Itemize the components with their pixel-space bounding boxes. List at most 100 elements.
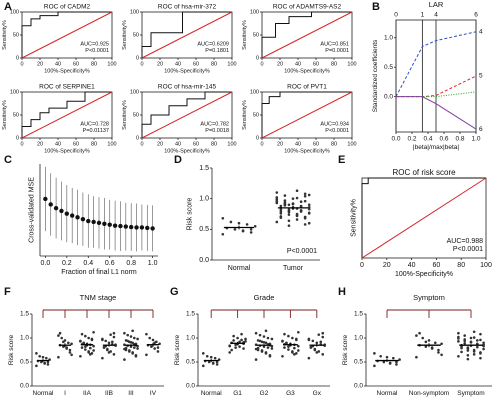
- point: [48, 202, 53, 207]
- point: [128, 224, 134, 230]
- x-axis-label: 100%-Specificity%: [164, 69, 210, 75]
- point: [38, 354, 41, 358]
- point: [118, 223, 123, 229]
- chart-title: ROC of PVT1: [287, 84, 327, 91]
- x-tick-label: 0: [360, 262, 364, 269]
- point: [90, 337, 94, 341]
- point: [215, 363, 219, 366]
- point: [392, 356, 395, 360]
- x-tick-label: 40: [295, 141, 301, 147]
- point: [460, 346, 463, 350]
- x-tick-label: 60: [313, 61, 319, 67]
- y-tick-label: 1.5: [199, 165, 209, 172]
- x-tick-label: 0.6: [439, 136, 448, 143]
- point: [129, 345, 133, 348]
- x-tick-label: 0.8: [126, 260, 136, 267]
- point: [311, 339, 315, 343]
- point: [287, 345, 290, 348]
- y-tick-label: 0.0: [384, 93, 393, 100]
- x-tick-label: 0: [20, 141, 23, 147]
- x-tick-label: 20: [157, 61, 163, 67]
- x-tick-label: Normal: [228, 265, 251, 272]
- point: [134, 225, 139, 230]
- point: [297, 344, 300, 348]
- point: [279, 210, 283, 213]
- point: [145, 332, 148, 336]
- point: [89, 353, 92, 356]
- point: [201, 352, 205, 355]
- y-tick-label: 0.0: [186, 383, 195, 390]
- y-tick-label: 1.5: [186, 311, 195, 318]
- point: [64, 211, 70, 216]
- point: [229, 220, 233, 224]
- point: [293, 346, 296, 350]
- point: [283, 202, 287, 205]
- point: [315, 351, 319, 354]
- y-tick-label: 100: [130, 89, 139, 95]
- x-axis-label: 100%-Specificity%: [44, 149, 90, 155]
- point: [92, 330, 95, 334]
- point: [67, 341, 70, 345]
- series-label: 4: [479, 29, 483, 36]
- series-line: [141, 91, 233, 139]
- point: [283, 346, 286, 349]
- point: [133, 346, 136, 349]
- point: [287, 213, 291, 216]
- point: [91, 219, 96, 225]
- x-tick-label: IIA: [83, 390, 92, 397]
- x-tick-label: 20: [157, 141, 163, 147]
- point: [45, 356, 48, 360]
- point: [254, 358, 258, 361]
- point: [373, 352, 376, 355]
- chart-title: ROC of hsa-mir-145: [158, 84, 217, 91]
- point: [321, 353, 325, 356]
- y-axis-label: Risk score: [186, 198, 193, 231]
- y-tick-label: 1.0: [199, 196, 209, 203]
- point: [101, 338, 104, 342]
- point: [479, 356, 482, 360]
- x-tick-label: 80: [331, 61, 337, 67]
- point: [262, 345, 266, 348]
- point: [253, 224, 257, 228]
- point: [84, 334, 87, 338]
- series-line: [396, 75, 477, 98]
- point: [254, 331, 258, 335]
- point: [463, 339, 467, 343]
- point: [463, 334, 467, 337]
- x-tick-label: 0.8: [455, 136, 464, 143]
- point: [283, 199, 287, 202]
- panel-label: A: [4, 1, 12, 13]
- point: [266, 346, 270, 349]
- y-tick-label: 50: [133, 32, 139, 38]
- x-tick-label: 80: [211, 141, 217, 147]
- point: [268, 353, 272, 357]
- point: [244, 340, 247, 343]
- point: [238, 340, 241, 344]
- x-tick-label: 40: [55, 61, 61, 67]
- point: [211, 362, 215, 365]
- y-axis-label: Cross-validated MSE: [28, 177, 35, 243]
- point: [303, 194, 307, 198]
- point: [457, 331, 460, 335]
- point: [62, 340, 65, 344]
- point: [299, 200, 303, 204]
- point: [476, 339, 479, 342]
- x-tick-label: 0: [140, 61, 143, 67]
- point: [80, 332, 84, 336]
- point: [482, 347, 485, 351]
- series-line: [261, 11, 353, 59]
- series-line: [141, 11, 232, 58]
- x-tick-label: 40: [55, 141, 61, 147]
- x-tick-label: Normal: [33, 390, 55, 397]
- x-axis-label: |beta|/max|beta|: [413, 144, 459, 151]
- x-tick-label: 0.0: [40, 260, 50, 267]
- point: [258, 339, 262, 343]
- x-tick-label: 60: [73, 141, 79, 147]
- annotation: P<0.0001: [287, 248, 317, 255]
- point: [295, 337, 298, 341]
- point: [234, 346, 237, 349]
- point: [466, 349, 470, 352]
- x-tick-label: 0: [260, 141, 263, 147]
- point: [87, 351, 90, 354]
- x-tick-label: 60: [433, 262, 441, 269]
